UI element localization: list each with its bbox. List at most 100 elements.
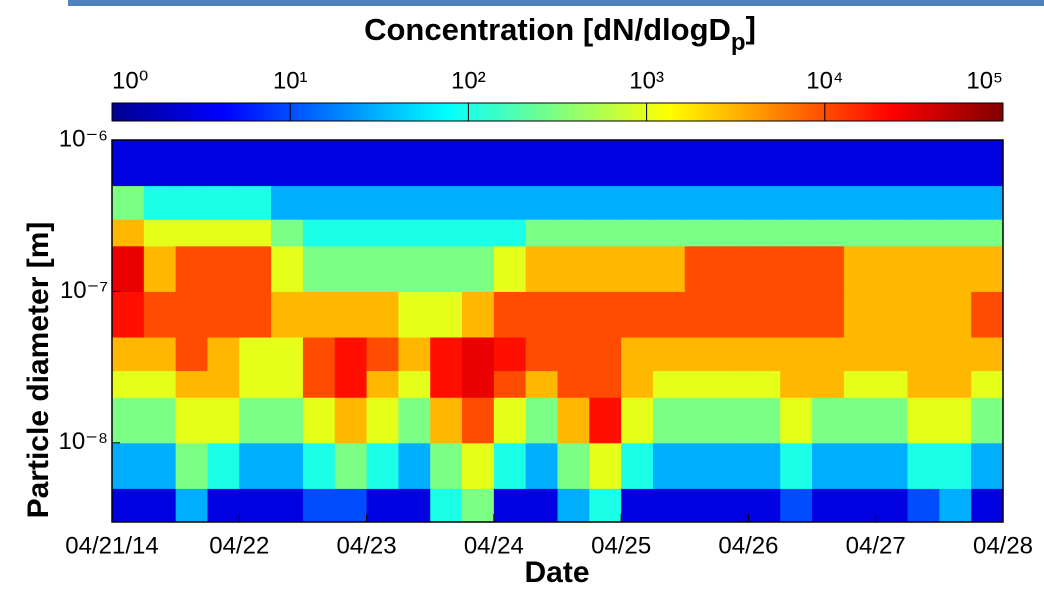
x-tick-label: 04/26 (718, 532, 778, 559)
heat-cell (971, 185, 1004, 220)
heat-cell (907, 370, 940, 398)
heat-cell (207, 336, 240, 372)
heat-cell (684, 291, 718, 338)
heat-cell (652, 185, 686, 220)
heat-cell (716, 336, 749, 372)
heat-cell (239, 140, 272, 187)
heat-cell (366, 140, 399, 187)
heat-cell (939, 291, 972, 338)
heat-cell (716, 219, 749, 247)
heat-cell (207, 245, 240, 292)
heat-cell (430, 140, 463, 187)
heat-cell (462, 336, 495, 372)
heat-cell (430, 397, 463, 444)
heat-cell (302, 245, 336, 292)
heat-cell (525, 397, 558, 444)
heat-cell (207, 219, 240, 247)
heat-cell (971, 488, 1004, 523)
heat-cell (875, 185, 909, 220)
heat-cell (812, 370, 845, 398)
heat-cell (430, 291, 463, 338)
y-tick-label: 10⁻⁸ (59, 428, 109, 455)
heat-cell (557, 397, 590, 444)
colorbar-tick-label: 10¹ (273, 67, 308, 94)
heat-cell (812, 488, 845, 523)
heat-cell (748, 370, 781, 398)
heat-cell (907, 291, 940, 338)
heat-cell (780, 291, 813, 338)
heat-cell (748, 140, 781, 187)
heat-cell (939, 219, 972, 247)
heat-cell (462, 291, 495, 338)
plot-frame (111, 139, 1004, 523)
title-main: Concentration [dN/dlogD (364, 12, 731, 47)
heat-cell (398, 397, 431, 444)
heat-cell (780, 140, 813, 187)
heat-cell (112, 442, 145, 489)
heat-cell (207, 488, 240, 523)
heat-cell (589, 442, 622, 489)
heat-cell (112, 219, 145, 247)
heat-cell (207, 185, 240, 220)
heat-cell (716, 397, 749, 444)
heat-cell (525, 291, 558, 338)
heat-cell (302, 140, 336, 187)
heat-cell (462, 185, 495, 220)
heat-cell (398, 488, 431, 523)
heat-cell (366, 442, 399, 489)
heat-cell (652, 245, 686, 292)
heat-cell (780, 219, 813, 247)
heat-cell (143, 140, 177, 187)
heat-cell (175, 397, 208, 444)
heat-cell (143, 370, 177, 398)
heat-cell (398, 291, 431, 338)
heat-cell (430, 245, 463, 292)
x-tick-label: 04/22 (209, 532, 269, 559)
heat-cell (239, 442, 272, 489)
heat-cell (271, 370, 304, 398)
heat-cell (112, 488, 145, 523)
heat-cell (971, 370, 1004, 398)
heat-cell (430, 336, 463, 372)
heat-cell (812, 219, 845, 247)
heat-cell (875, 370, 909, 398)
heat-cell (716, 140, 749, 187)
heat-cell (462, 397, 495, 444)
heat-cell (334, 397, 368, 444)
heat-cell (462, 488, 495, 523)
heat-cell (366, 336, 399, 372)
heat-cell (430, 442, 463, 489)
heat-cell (493, 397, 527, 444)
heat-cell (493, 442, 527, 489)
heat-cell (143, 291, 177, 338)
colorbar-tick-label: 10⁴ (806, 67, 843, 94)
title-subscript: p (731, 29, 746, 56)
heat-cell (302, 397, 336, 444)
heat-cell (652, 370, 686, 398)
heat-cell (939, 245, 972, 292)
heat-cell (398, 442, 431, 489)
heat-cell (939, 370, 972, 398)
heat-cell (143, 219, 177, 247)
heat-cell (334, 185, 368, 220)
heat-cell (525, 370, 558, 398)
y-axis-title: Particle diameter [m] (22, 222, 55, 519)
heat-cell (716, 291, 749, 338)
heat-cell (907, 488, 940, 523)
heat-cell (812, 397, 845, 444)
heat-cell (302, 291, 336, 338)
heat-cell (334, 219, 368, 247)
heat-cell (239, 245, 272, 292)
heat-cell (207, 291, 240, 338)
heat-cell (843, 245, 877, 292)
heat-cell (557, 185, 590, 220)
heat-cell (112, 397, 145, 444)
heat-cell (493, 185, 527, 220)
heat-cell (971, 245, 1004, 292)
heat-cell (652, 140, 686, 187)
heat-cell (812, 442, 845, 489)
heat-cell (780, 488, 813, 523)
heat-cell (780, 442, 813, 489)
heat-cell (971, 336, 1004, 372)
